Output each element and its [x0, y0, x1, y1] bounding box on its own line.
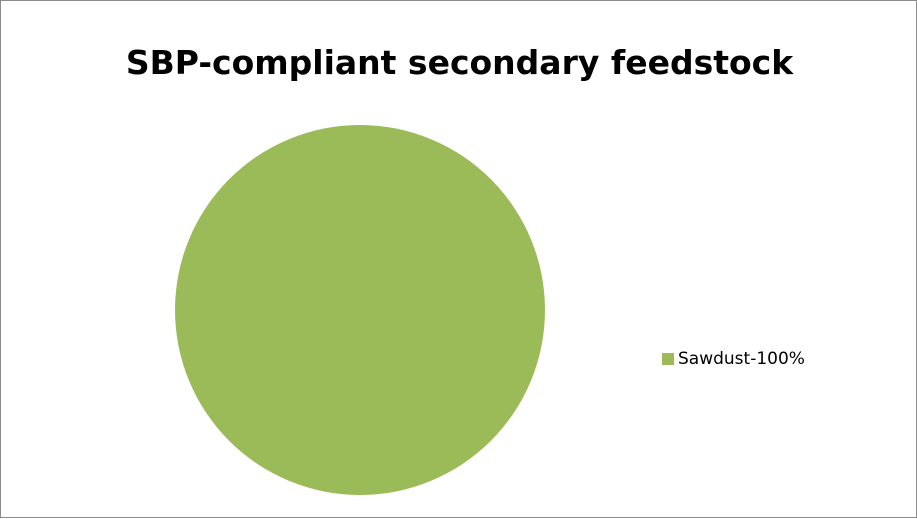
chart-title: SBP-compliant secondary feedstock: [125, 43, 794, 82]
pie-slice-sawdust-100: [175, 125, 545, 495]
legend-label-sawdust: Sawdust-100%: [678, 349, 805, 369]
legend: Sawdust-100%: [662, 347, 805, 371]
pie-slices: [175, 125, 545, 495]
legend-swatch-sawdust: [662, 353, 674, 365]
